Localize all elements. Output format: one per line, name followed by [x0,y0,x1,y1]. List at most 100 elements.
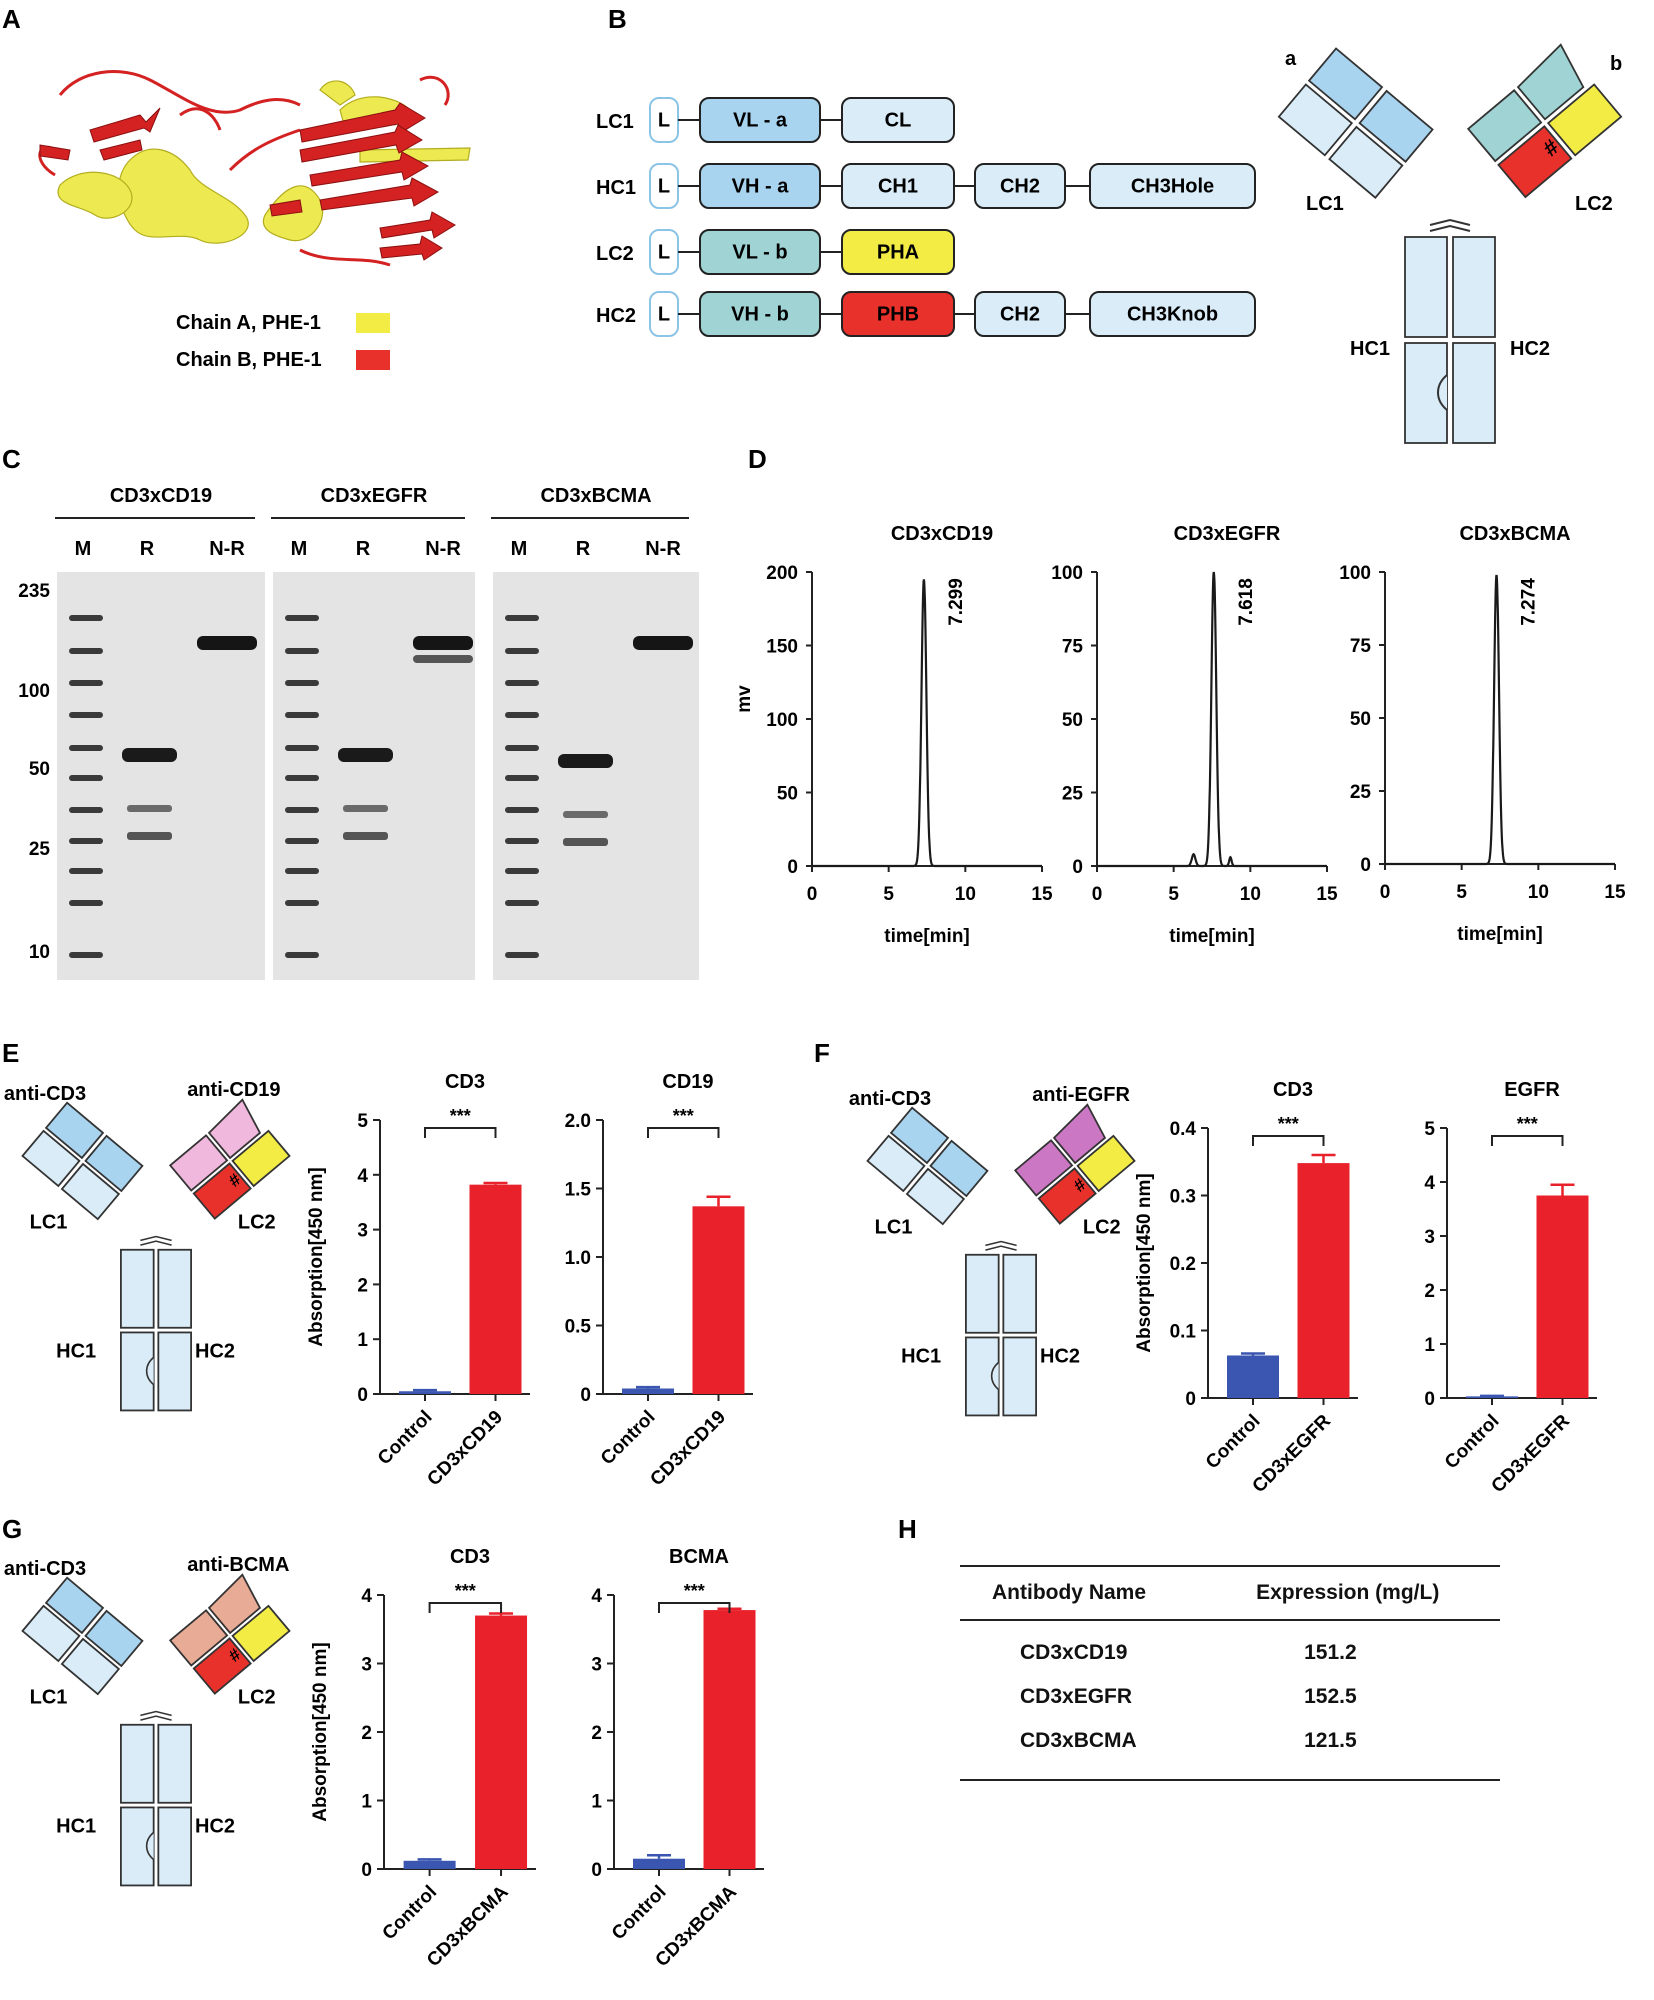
domain-label: L [658,109,670,131]
ladder-band [505,868,539,874]
peak-label: 7.299 [946,578,967,626]
y-tick-label: 0.1 [1170,1322,1197,1343]
y-tick-label: 3 [361,1655,372,1676]
significance-bracket [658,1602,731,1613]
panel-letter-g: G [2,1514,22,1544]
knob-hole [990,1361,1000,1391]
lc1-label: LC1 [875,1217,913,1239]
hc1-label: HC1 [901,1345,941,1367]
left-arm-label: anti-CD3 [4,1558,86,1580]
x-tick-label: 5 [883,884,894,905]
panel-letter-c: C [2,444,21,474]
right-arm: # [168,1573,291,1695]
knob-hole [145,1831,155,1861]
lc2-label: LC2 [1083,1217,1121,1239]
chart-title: CD19 [662,1071,713,1093]
antibody-b: # [1277,43,1623,444]
y-tick-label: 2 [361,1723,372,1744]
bar [1466,1396,1518,1398]
ladder-band [285,838,319,844]
gel-group-label: CD3xCD19 [110,485,212,507]
ladder-band [69,648,103,654]
fc-right-upper [1002,1253,1037,1334]
category-label: Control [597,1407,660,1470]
y-tick-label: 150 [766,637,798,658]
right-arm-label: anti-CD19 [187,1079,280,1101]
ladder-band [69,680,103,686]
chart-title: CD3xEGFR [1174,523,1281,545]
ladder-band [505,615,539,621]
panel-letter-h: H [898,1514,917,1544]
reduced-band [338,748,393,762]
lc1-label: LC1 [30,1212,68,1234]
ladder-band [505,838,539,844]
fc-left-upper [964,1253,1000,1334]
fc-left-upper [119,1723,155,1804]
chart-title: CD3 [445,1071,485,1093]
significance-bracket [647,1127,720,1138]
lane-label: R [140,538,155,560]
ladder-band [69,900,103,906]
y-tick-label: 4 [357,1166,368,1187]
y-tick-label: 75 [1062,637,1084,658]
reduced-band [558,754,613,768]
domain-label: CH1 [878,175,918,197]
y-tick-label: 75 [1350,636,1372,657]
bar [633,1858,685,1869]
legend-chain-a-swatch [356,313,390,333]
bar [475,1615,528,1869]
reduced-band [127,832,172,840]
lane-label: M [75,538,92,560]
y-tick-label: 1 [1424,1335,1435,1356]
x-tick-label: 15 [1604,882,1626,903]
reduced-band [122,748,177,762]
marker-size-label: 235 [18,581,50,602]
chromatogram-trace [1097,571,1327,868]
y-tick-label: 4 [1424,1173,1435,1194]
fc-right-lower [1002,1336,1037,1417]
y-tick-label: 50 [777,784,798,805]
fc-left-upper [1404,236,1448,338]
y-tick-label: 0 [787,857,798,878]
bar [1227,1355,1279,1398]
ladder-band [285,952,319,958]
lc2-label: LC2 [238,1687,276,1709]
ladder-band [505,712,539,718]
right-arm-label: anti-BCMA [187,1554,289,1576]
knob-hole [1437,374,1448,411]
right-arm: # [168,1098,291,1220]
nonreduced-band [413,655,473,663]
ladder-band [285,900,319,906]
y-tick-label: 4 [361,1586,372,1607]
y-tick-label: 0.5 [565,1317,592,1338]
ladder-band [285,807,319,813]
left-arm [1277,47,1434,199]
legend-chain-b-swatch [356,350,390,370]
chain-label: LC2 [596,243,634,265]
lane-label: M [291,538,308,560]
antibody-diagram-g: # [21,1573,291,1887]
panel-letter-a: A [2,4,21,34]
reduced-band [343,805,388,812]
domain-label: CH3Knob [1127,303,1218,325]
nonreduced-band [413,636,473,650]
y-tick-label: 3 [1424,1227,1435,1248]
marker-size-label: 100 [18,681,50,702]
nonreduced-band [633,636,693,650]
category-label: Control [379,1882,442,1945]
legend-chain-a-label: Chain A, PHE-1 [176,312,321,334]
y-tick-label: 4 [591,1586,602,1607]
hc1-label: HC1 [56,1815,96,1837]
y-tick-label: 1.5 [565,1180,592,1201]
lc1-label: LC1 [1306,193,1344,215]
domain-label: VH - a [732,175,790,197]
hinge [1429,224,1471,232]
hc2-label: HC2 [1040,1345,1080,1367]
marker-size-label: 10 [29,942,50,963]
hinge [985,1240,1017,1247]
legend-chain-b-label: Chain B, PHE-1 [176,349,322,371]
chromatogram-2: CD3xEGFR 0 25 50 75 100 0 5 10 15 time[min] 7.618 [1051,523,1338,947]
significance-label: *** [673,1106,694,1126]
right-arm: # [1013,1103,1136,1225]
table-row: CD3xCD19 151.2 [960,1620,1500,1675]
